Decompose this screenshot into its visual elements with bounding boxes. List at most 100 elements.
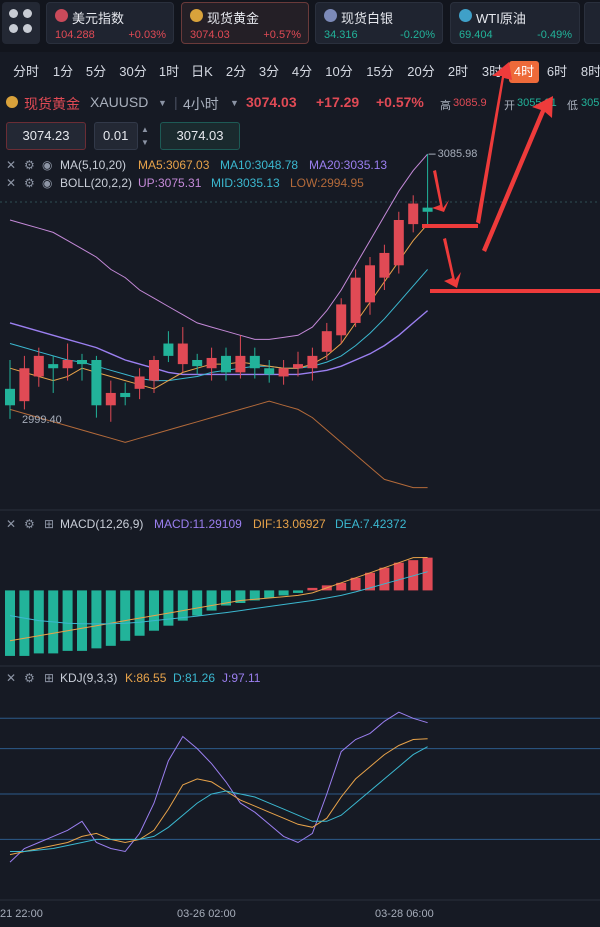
candle-body	[163, 343, 174, 356]
ticker-card[interactable]: 现货黄金 3074.03 +0.57%	[181, 2, 309, 44]
eye-icon[interactable]: ◉	[42, 158, 53, 172]
macd-histogram-bar	[422, 557, 433, 591]
j-value: J:97.11	[222, 671, 261, 685]
candle-body	[408, 203, 419, 225]
candle-body	[5, 388, 15, 406]
period-tab[interactable]: 3分	[258, 64, 280, 79]
period-tab[interactable]: 2分	[225, 64, 247, 79]
candle-body	[77, 360, 87, 365]
interval-selector[interactable]: 4小时	[183, 96, 219, 112]
candle-body	[48, 364, 59, 369]
gear-icon[interactable]: ⚙	[24, 176, 35, 190]
macd-label: MACD(12,26,9)	[60, 517, 144, 531]
ticker-card-overflow[interactable]	[584, 2, 600, 44]
ma5-value: MA5:3067.03	[138, 158, 210, 172]
period-tab[interactable]: 1分	[52, 64, 74, 79]
d-line	[10, 746, 428, 852]
ticker-card[interactable]: WTI原油 69.404 -0.49%	[450, 2, 580, 44]
candle-body	[336, 304, 347, 336]
macd-histogram-bar	[307, 587, 318, 591]
gear-icon[interactable]: ⚙	[24, 158, 35, 172]
candle-body	[134, 376, 145, 389]
period-tab[interactable]: 日K	[191, 64, 213, 79]
candle-body	[120, 392, 131, 398]
candle-body	[422, 207, 433, 212]
period-tab[interactable]: 30分	[119, 64, 147, 79]
macd-histogram-bar	[5, 590, 15, 656]
gear-icon[interactable]: ⚙	[24, 517, 35, 531]
period-tab[interactable]: 15分	[366, 64, 394, 79]
buy-price-field[interactable]: 3074.03	[160, 122, 240, 150]
close-icon[interactable]: ✕	[6, 517, 17, 531]
macd-histogram-bar	[192, 590, 203, 616]
macd-histogram-bar	[134, 590, 145, 636]
ticker-name: 现货白银	[341, 11, 394, 26]
macd-histogram-bar	[120, 590, 131, 641]
ticker-card[interactable]: 现货白银 34.316 -0.20%	[315, 2, 443, 44]
lot-size-input[interactable]: 0.01	[94, 122, 138, 150]
open-label: 开	[504, 100, 515, 112]
ma10-value: MA10:3048.78	[220, 158, 299, 172]
price-change-pct: +0.57%	[376, 94, 424, 110]
close-icon[interactable]: ✕	[6, 671, 17, 685]
eye-icon[interactable]: ◉	[42, 176, 53, 190]
period-tab[interactable]: 4分	[291, 64, 313, 79]
lot-stepper[interactable]: ▲ ▼	[138, 123, 152, 149]
ticker-price: 3074.03	[190, 29, 230, 41]
boll-mid-value: MID:3035.13	[211, 176, 280, 190]
x-axis-label: 03-28 06:00	[375, 908, 434, 920]
instrument-name[interactable]: 现货黄金	[24, 96, 80, 112]
sell-price-field[interactable]: 3074.23	[6, 122, 86, 150]
ma20-line	[9, 310, 429, 376]
ticker-price: 69.404	[459, 29, 493, 41]
ma-label: MA(5,10,20)	[60, 158, 127, 172]
period-tab[interactable]: 分时	[12, 64, 39, 79]
period-tab[interactable]: 6时	[546, 64, 568, 79]
ticker-change: +0.57%	[263, 29, 301, 41]
chevron-down-icon[interactable]: ▼	[158, 98, 167, 108]
candle-body	[149, 360, 159, 381]
candle-body	[221, 355, 231, 373]
close-icon[interactable]: ✕	[6, 158, 17, 172]
k-value: K:86.55	[125, 671, 167, 685]
period-tab[interactable]: 8时	[580, 64, 600, 79]
period-tab[interactable]: 5分	[85, 64, 107, 79]
candle-body	[206, 357, 217, 369]
ticker-change: -0.20%	[400, 29, 435, 41]
arrow-icon	[432, 170, 449, 212]
candle-body	[91, 360, 102, 406]
period-tab[interactable]: 4时	[509, 61, 539, 83]
macd-histogram-bar	[77, 590, 87, 651]
add-icon[interactable]: ⊞	[44, 671, 55, 685]
stepper-up-icon[interactable]: ▲	[141, 125, 149, 134]
apps-dot-icon	[9, 24, 18, 33]
period-tab[interactable]: 20分	[407, 64, 435, 79]
close-icon[interactable]: ✕	[6, 176, 17, 190]
gear-icon[interactable]: ⚙	[24, 671, 35, 685]
add-icon[interactable]: ⊞	[44, 517, 55, 531]
arrow-icon	[482, 96, 553, 252]
kdj-label: KDJ(9,3,3)	[60, 671, 118, 685]
stepper-down-icon[interactable]: ▼	[141, 138, 149, 147]
macd-histogram-bar	[221, 590, 231, 606]
apps-menu-button[interactable]	[2, 2, 40, 44]
apps-dot-icon	[23, 9, 32, 18]
macd-value: MACD:11.29109	[154, 517, 242, 531]
candle-body	[235, 355, 246, 373]
ticker-change: +0.03%	[128, 29, 166, 41]
macd-histogram-bar	[163, 590, 174, 626]
high-price-label: 3085.98	[438, 148, 478, 160]
x-axis-label: 21 22:00	[0, 908, 43, 920]
macd-histogram-bar	[379, 567, 390, 591]
dea-line	[9, 571, 428, 625]
period-tab[interactable]: 1时	[158, 64, 180, 79]
candle-body	[321, 331, 332, 352]
ticker-change: -0.49%	[537, 29, 572, 41]
period-tab[interactable]: 2时	[447, 64, 469, 79]
ticker-card[interactable]: 美元指数 104.288 +0.03%	[46, 2, 174, 44]
boll-up-value: UP:3075.31	[138, 176, 202, 190]
chevron-down-icon[interactable]: ▼	[230, 98, 239, 108]
period-tab[interactable]: 10分	[325, 64, 353, 79]
last-price: 3074.03	[246, 94, 297, 110]
